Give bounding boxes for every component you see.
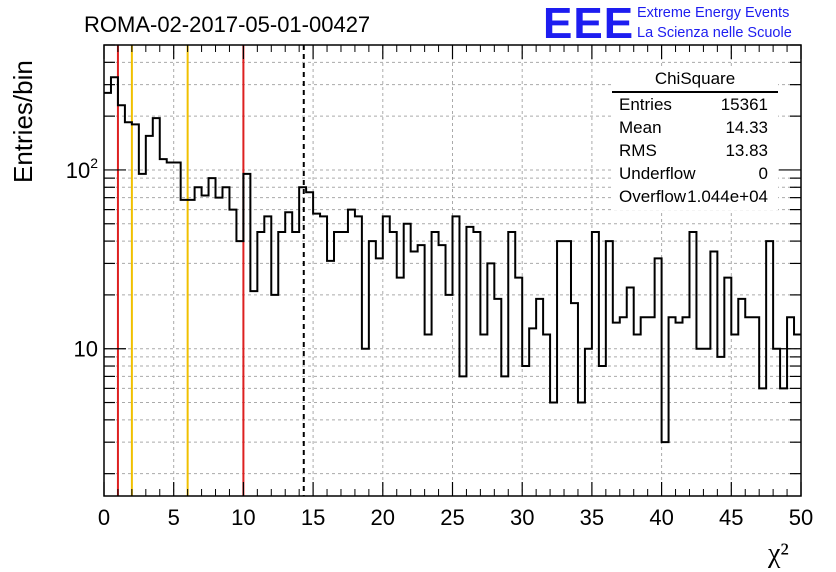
- x-tick-label: 25: [440, 505, 464, 530]
- stats-row: Entries 15361: [612, 93, 778, 116]
- stats-value: 15361: [720, 94, 768, 114]
- x-tick-label: 0: [98, 505, 110, 530]
- axis-ticks: [103, 44, 802, 496]
- y-tick-label: 102: [66, 155, 98, 183]
- x-tick-label: 40: [649, 505, 673, 530]
- stats-row: RMS 13.83: [612, 139, 778, 162]
- stats-divider: [612, 91, 778, 93]
- stats-value: 13.83: [725, 140, 768, 160]
- x-tick-label: 10: [231, 505, 255, 530]
- stats-value: 14.33: [725, 117, 768, 137]
- grid-lines: [104, 44, 801, 496]
- x-tick-label: 30: [510, 505, 534, 530]
- chart-title: ROMA-02-2017-05-01-00427: [84, 12, 371, 37]
- y-tick-labels: 10 102: [66, 155, 98, 362]
- stats-key: RMS: [619, 140, 657, 160]
- stats-value: 1.044e+04: [687, 186, 768, 206]
- stats-row: Underflow 0: [612, 162, 778, 185]
- stats-key: Mean: [619, 117, 662, 137]
- logo-mark: EEE: [543, 0, 635, 48]
- x-tick-label: 20: [371, 505, 395, 530]
- x-tick-label: 15: [301, 505, 325, 530]
- x-tick-label: 50: [789, 505, 813, 530]
- x-tick-label: 45: [719, 505, 743, 530]
- y-tick-label: 10: [74, 337, 98, 362]
- stats-key: Entries: [619, 94, 672, 114]
- x-axis-label: χ²: [768, 538, 789, 569]
- logo-line-1: Extreme Energy Events: [637, 5, 790, 21]
- x-tick-labels: 0 5 10 15 20 25 30 35 40 45 50: [98, 505, 813, 530]
- x-tick-label: 35: [580, 505, 604, 530]
- stats-box: ChiSquare Entries 15361 Mean 14.33 RMS 13.8…: [612, 66, 778, 210]
- stats-value: 0: [758, 163, 768, 183]
- stats-key: Overflow: [619, 186, 687, 206]
- stats-key: Underflow: [619, 163, 696, 183]
- stats-row: Mean 14.33: [612, 116, 778, 139]
- marker-lines: [116, 45, 305, 496]
- plot-frame: [103, 44, 802, 497]
- stats-row: Overflow 1.044e+04: [612, 185, 778, 208]
- logo-line-2: La Scienza nelle Scuole: [637, 25, 792, 41]
- stats-name: ChiSquare: [654, 69, 736, 88]
- x-tick-label: 5: [168, 505, 180, 530]
- y-axis-label: Entries/bin: [8, 60, 38, 183]
- histogram-series: [104, 76, 801, 444]
